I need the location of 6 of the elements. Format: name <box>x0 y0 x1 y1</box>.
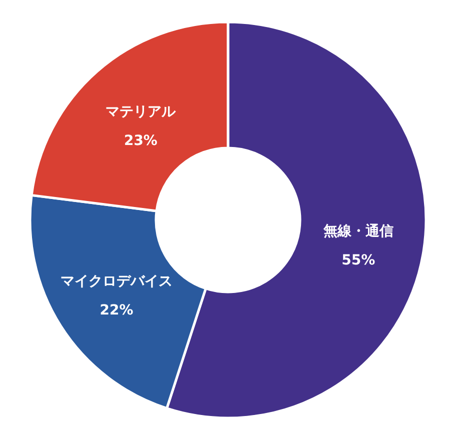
data-label: 22% <box>100 302 134 319</box>
slice-label: マテリアル <box>106 104 177 120</box>
slice-label: マイクロデバイス <box>60 274 173 290</box>
data-label: 23% <box>124 132 158 149</box>
slice-label: 無線・通信 <box>322 222 394 240</box>
data-label: 55% <box>342 252 376 269</box>
